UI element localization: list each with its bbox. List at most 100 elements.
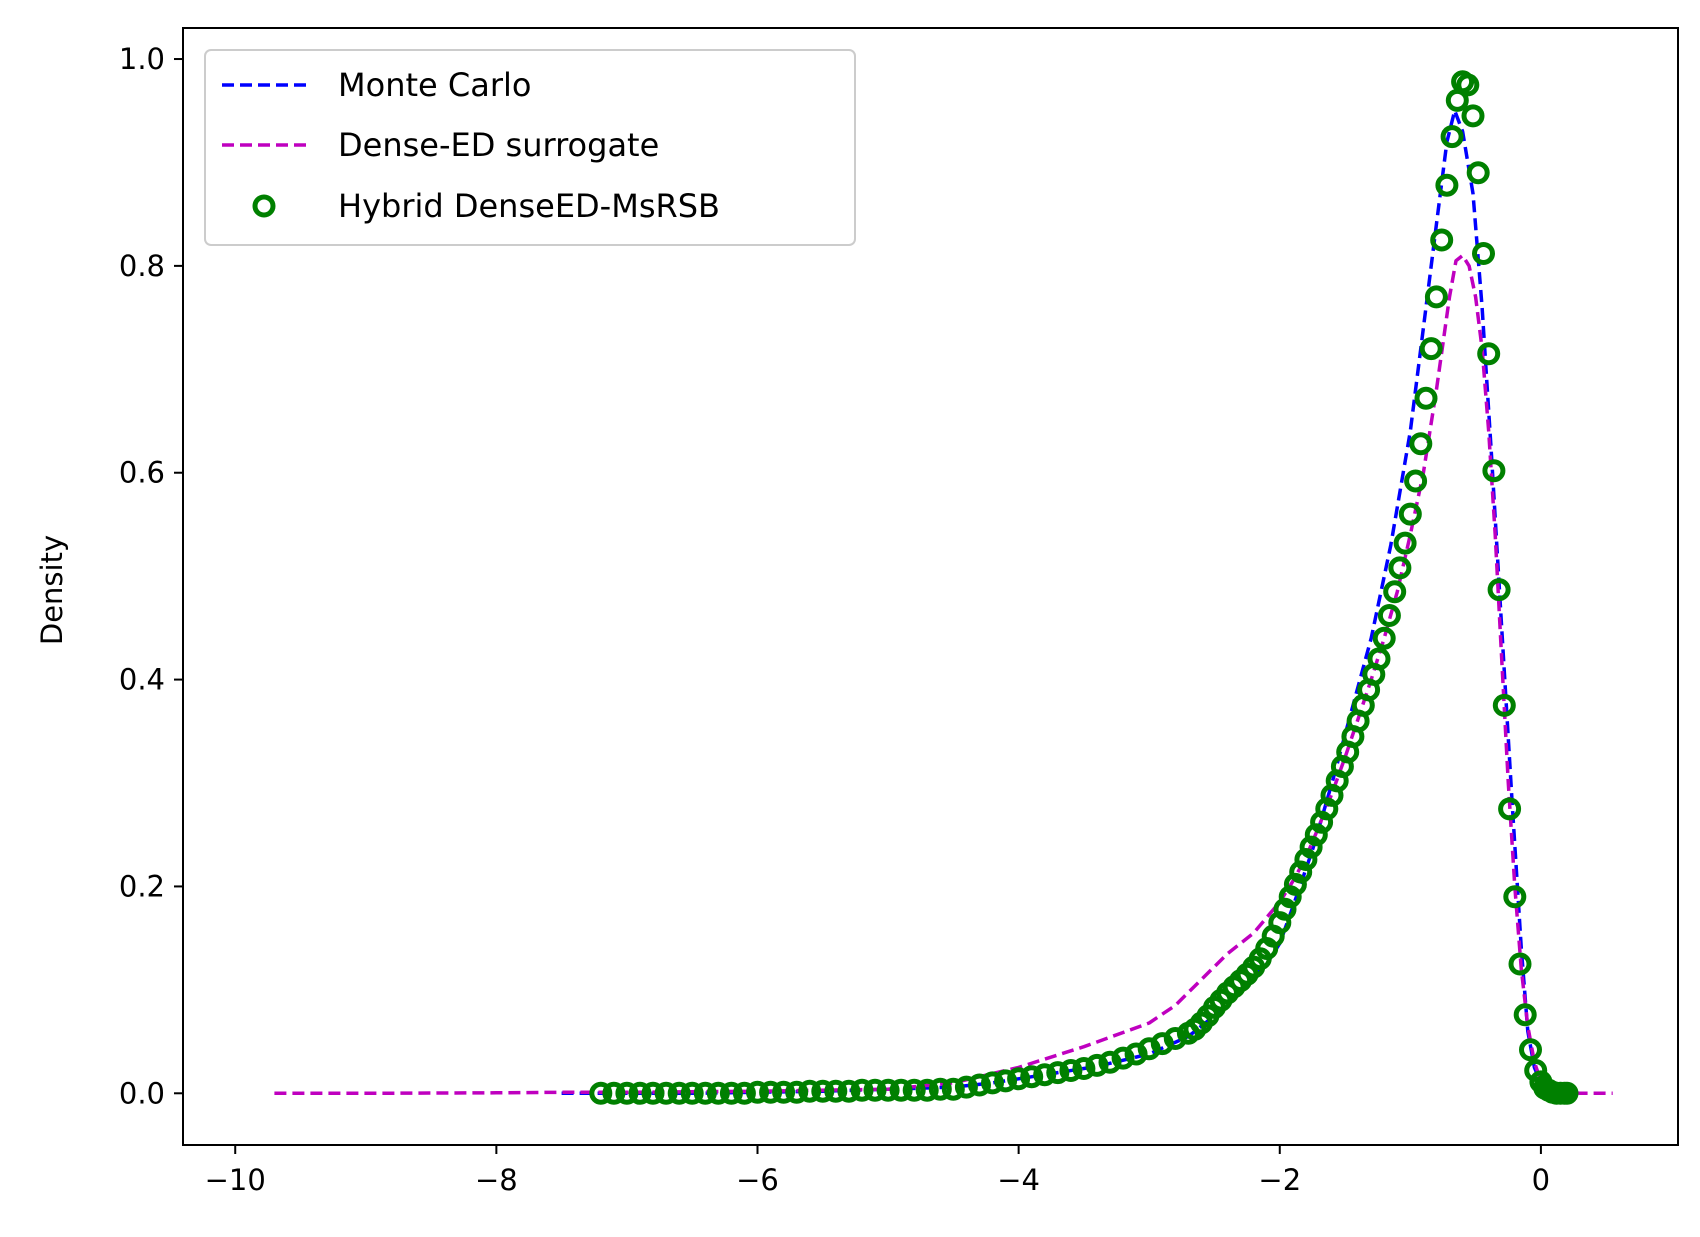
data-point xyxy=(680,1081,704,1105)
data-point xyxy=(1404,469,1428,493)
data-point xyxy=(928,1077,952,1101)
series-hybrid-denseed-msrsb xyxy=(589,70,1579,1105)
x-tick-label: −6 xyxy=(736,1163,779,1197)
data-point xyxy=(1430,228,1454,252)
data-point xyxy=(876,1078,900,1102)
data-point xyxy=(811,1079,835,1103)
y-tick-label: 0.4 xyxy=(119,663,165,697)
data-point xyxy=(1294,848,1318,871)
data-point xyxy=(719,1081,743,1105)
data-point xyxy=(746,1080,769,1104)
data-point xyxy=(1367,647,1391,671)
data-point xyxy=(915,1078,939,1102)
data-point xyxy=(954,1075,978,1099)
data-point xyxy=(1498,797,1522,821)
x-tick-label: −10 xyxy=(205,1163,266,1197)
data-point xyxy=(1508,952,1532,976)
data-point xyxy=(654,1081,678,1105)
data-point xyxy=(1299,835,1323,859)
data-point xyxy=(1461,104,1485,128)
data-point xyxy=(1424,285,1448,309)
data-point xyxy=(1278,885,1302,909)
legend-monte-carlo-label: Monte Carlo xyxy=(338,66,531,104)
data-point xyxy=(889,1078,913,1102)
data-point xyxy=(863,1078,887,1102)
data-point xyxy=(1059,1059,1083,1082)
legend-hybrid-swatch xyxy=(252,194,276,218)
x-tick-label: −8 xyxy=(475,1163,518,1197)
data-point xyxy=(1472,242,1495,265)
data-point xyxy=(1440,125,1464,149)
data-point xyxy=(1098,1050,1122,1074)
data-point xyxy=(1377,604,1401,627)
series-line-dense-ed-surrogate xyxy=(274,253,1613,1096)
legend: Monte Carlo Dense-ED surrogate Hybrid De… xyxy=(204,49,856,246)
data-point xyxy=(759,1080,783,1104)
data-point xyxy=(785,1080,809,1104)
data-point xyxy=(615,1081,639,1105)
data-point xyxy=(968,1073,991,1097)
data-point xyxy=(994,1069,1018,1093)
data-point xyxy=(1046,1061,1070,1085)
data-point xyxy=(1492,693,1516,717)
data-point xyxy=(732,1081,756,1105)
data-point xyxy=(1372,626,1396,650)
data-point xyxy=(772,1080,796,1104)
x-tick-label: −2 xyxy=(1258,1163,1301,1197)
data-point xyxy=(798,1079,822,1103)
y-tick-label: 0.2 xyxy=(119,869,165,903)
data-point xyxy=(1513,1003,1537,1027)
data-point xyxy=(1398,502,1422,526)
legend-box xyxy=(204,49,856,246)
data-point xyxy=(1456,73,1480,97)
data-point xyxy=(1033,1063,1057,1087)
data-point xyxy=(1111,1046,1135,1070)
data-point xyxy=(902,1078,926,1102)
data-point xyxy=(837,1079,861,1103)
data-point xyxy=(641,1081,665,1105)
legend-hybrid-label: Hybrid DenseED-MsRSB xyxy=(338,187,720,225)
data-point xyxy=(1487,578,1511,602)
data-point xyxy=(1503,885,1527,909)
plot-data-layer xyxy=(274,70,1613,1105)
data-point xyxy=(602,1081,626,1105)
y-axis-label: Density xyxy=(35,535,69,645)
data-point xyxy=(1007,1067,1031,1091)
data-point xyxy=(1435,173,1459,197)
data-point xyxy=(1419,337,1443,361)
data-point xyxy=(850,1078,874,1102)
data-point xyxy=(667,1081,691,1105)
legend-dense-ed-label: Dense-ED surrogate xyxy=(338,126,659,164)
data-point xyxy=(589,1081,613,1105)
data-point xyxy=(1273,897,1297,921)
data-point xyxy=(1388,556,1412,580)
data-point xyxy=(706,1081,730,1105)
data-point xyxy=(941,1077,965,1101)
data-point xyxy=(628,1081,652,1105)
data-point xyxy=(1482,459,1506,483)
data-point xyxy=(1289,860,1313,884)
data-point xyxy=(1150,1032,1174,1056)
y-tick-label: 0.0 xyxy=(119,1076,165,1110)
data-point xyxy=(824,1079,848,1103)
data-point xyxy=(1085,1053,1109,1077)
axis-ticks-layer: −10 −8 −6 −4 −2 0 0.0 0.2 0.4 0.6 0.8 1.0 xyxy=(119,42,1550,1197)
data-point xyxy=(981,1071,1004,1095)
data-point xyxy=(1477,342,1501,366)
x-tick-label: −4 xyxy=(997,1163,1040,1197)
x-tick-label: 0 xyxy=(1532,1163,1550,1197)
data-point xyxy=(1519,1038,1542,1062)
y-tick-label: 0.8 xyxy=(119,249,165,283)
data-point xyxy=(1393,531,1417,555)
data-point xyxy=(1414,386,1438,410)
data-point xyxy=(1466,161,1490,185)
data-point xyxy=(1555,1081,1579,1105)
plot-frame xyxy=(182,27,1679,1146)
data-point xyxy=(1409,432,1433,456)
data-point xyxy=(1283,872,1307,896)
y-tick-label: 0.6 xyxy=(119,456,165,490)
data-point xyxy=(1524,1059,1548,1082)
data-point xyxy=(693,1081,717,1105)
data-point xyxy=(1383,580,1407,604)
